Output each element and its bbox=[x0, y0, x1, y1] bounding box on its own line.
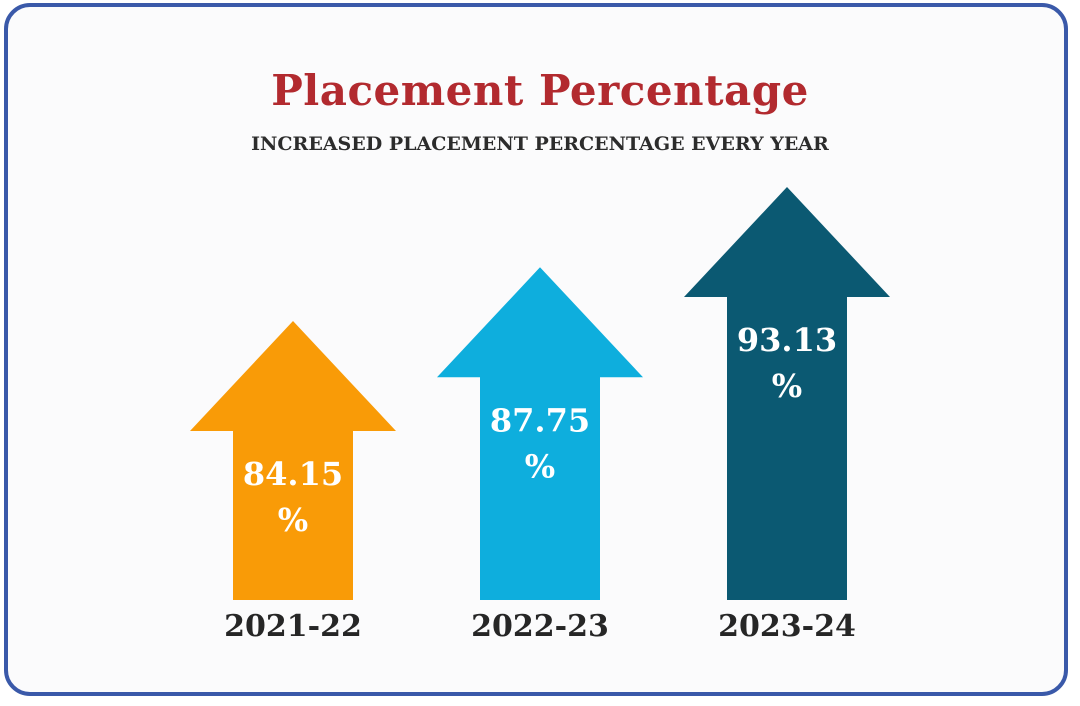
category-label: 2023-24 bbox=[718, 609, 856, 644]
chart-title: Placement Percentage bbox=[271, 66, 809, 115]
data-label-value: 84.15 bbox=[243, 455, 343, 493]
data-label-unit: % bbox=[278, 501, 308, 539]
data-label-value: 87.75 bbox=[490, 401, 590, 439]
arrow-bars: 84.15% 2021-22 87.75% 2022-23 93.13% 2023-24 bbox=[190, 187, 890, 644]
category-label: 2021-22 bbox=[224, 609, 362, 644]
arrow-bar-2023-24 bbox=[684, 187, 890, 600]
data-label-value: 93.13 bbox=[737, 321, 837, 359]
chart-subtitle: INCREASED PLACEMENT PERCENTAGE EVERY YEA… bbox=[251, 133, 829, 155]
arrow-bar-2021-22 bbox=[190, 321, 396, 600]
data-label-unit: % bbox=[525, 447, 555, 485]
category-label: 2022-23 bbox=[471, 609, 609, 644]
data-label-unit: % bbox=[772, 367, 802, 405]
arrow-bar-2022-23 bbox=[437, 267, 643, 600]
